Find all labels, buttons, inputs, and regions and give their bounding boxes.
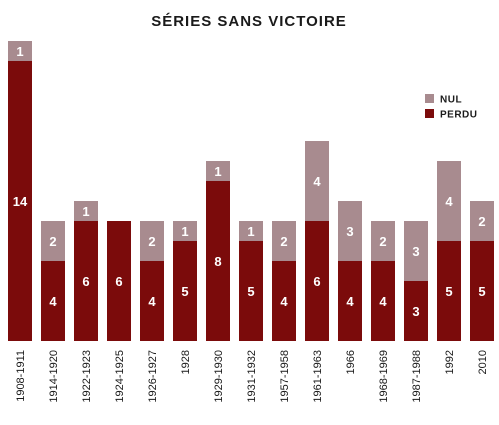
bar-perdu-4 bbox=[140, 261, 164, 341]
tick-label-6: 1929-1930 bbox=[213, 350, 225, 403]
label-nul-12: 3 bbox=[412, 244, 419, 259]
bar-perdu-13 bbox=[437, 241, 461, 341]
label-nul-8: 2 bbox=[280, 234, 287, 249]
label-nul-6: 1 bbox=[214, 164, 221, 179]
legend: NUL PERDU bbox=[425, 94, 478, 121]
bar-nul-7 bbox=[239, 221, 263, 241]
label-perdu-11: 4 bbox=[379, 294, 387, 309]
tick-label-14: 2010 bbox=[477, 350, 489, 374]
bar-perdu-3 bbox=[107, 221, 131, 341]
legend-swatch-perdu bbox=[425, 109, 434, 118]
bar-nul-11 bbox=[371, 221, 395, 261]
bar-perdu-1 bbox=[41, 261, 65, 341]
label-perdu-9: 6 bbox=[313, 274, 320, 289]
label-perdu-10: 4 bbox=[346, 294, 354, 309]
tick-label-9: 1961-1963 bbox=[312, 350, 324, 403]
label-nul-10: 3 bbox=[346, 224, 353, 239]
bar-nul-13 bbox=[437, 161, 461, 241]
tick-label-3: 1924-1925 bbox=[114, 350, 126, 403]
label-nul-5: 1 bbox=[181, 224, 188, 239]
bar-perdu-11 bbox=[371, 261, 395, 341]
tick-label-13: 1992 bbox=[444, 350, 456, 374]
tick-label-12: 1987-1988 bbox=[411, 350, 423, 403]
label-perdu-2: 6 bbox=[82, 274, 89, 289]
tick-label-8: 1957-1958 bbox=[279, 350, 291, 403]
bar-perdu-5 bbox=[173, 241, 197, 341]
bar-nul-2 bbox=[74, 201, 98, 221]
bar-nul-14 bbox=[470, 201, 494, 241]
label-nul-14: 2 bbox=[478, 214, 485, 229]
label-perdu-5: 5 bbox=[181, 284, 188, 299]
label-nul-2: 1 bbox=[82, 204, 89, 219]
bar-nul-8 bbox=[272, 221, 296, 261]
label-perdu-4: 4 bbox=[148, 294, 156, 309]
label-nul-7: 1 bbox=[247, 224, 254, 239]
bar-nul-4 bbox=[140, 221, 164, 261]
x-axis-ticks: 1908-1911 1914-1920 1922-1923 1924-1925 1926… bbox=[15, 350, 489, 403]
label-perdu-1: 4 bbox=[49, 294, 57, 309]
tick-label-4: 1926-1927 bbox=[147, 350, 159, 403]
tick-label-7: 1931-1932 bbox=[246, 350, 258, 403]
bar-nul-1 bbox=[41, 221, 65, 261]
bar-perdu-6 bbox=[206, 181, 230, 341]
label-perdu-14: 5 bbox=[478, 284, 485, 299]
chart-title: SÉRIES SANS VICTOIRE bbox=[151, 13, 347, 30]
label-perdu-13: 5 bbox=[445, 284, 452, 299]
bar-perdu-7 bbox=[239, 241, 263, 341]
bar-nul-9 bbox=[305, 141, 329, 221]
tick-label-2: 1922-1923 bbox=[81, 350, 93, 403]
label-perdu-12: 3 bbox=[412, 304, 419, 319]
label-perdu-6: 8 bbox=[214, 254, 221, 269]
tick-label-10: 1966 bbox=[345, 350, 357, 374]
bar-nul-12 bbox=[404, 221, 428, 281]
bar-perdu-12 bbox=[404, 281, 428, 341]
label-nul-13: 4 bbox=[445, 194, 453, 209]
bar-perdu-2 bbox=[74, 221, 98, 341]
label-perdu-7: 5 bbox=[247, 284, 254, 299]
label-perdu-3: 6 bbox=[115, 274, 122, 289]
tick-label-0: 1908-1911 bbox=[15, 350, 27, 402]
bar-perdu-8 bbox=[272, 261, 296, 341]
label-perdu-0: 14 bbox=[13, 194, 28, 209]
bar-nul-0 bbox=[8, 41, 32, 61]
bar-nul-10 bbox=[338, 201, 362, 261]
label-nul-1: 2 bbox=[49, 234, 56, 249]
legend-label-nul: NUL bbox=[440, 95, 462, 106]
bar-perdu-9 bbox=[305, 221, 329, 341]
label-nul-4: 2 bbox=[148, 234, 155, 249]
bar-perdu-10 bbox=[338, 261, 362, 341]
label-nul-9: 4 bbox=[313, 174, 321, 189]
legend-swatch-nul bbox=[425, 94, 434, 103]
bar-perdu-0 bbox=[8, 61, 32, 341]
bar-perdu-14 bbox=[470, 241, 494, 341]
label-nul-0: 1 bbox=[16, 44, 23, 59]
bar-nul-5 bbox=[173, 221, 197, 241]
tick-label-5: 1928 bbox=[180, 350, 192, 374]
bar-nul-6 bbox=[206, 161, 230, 181]
label-nul-11: 2 bbox=[379, 234, 386, 249]
label-perdu-8: 4 bbox=[280, 294, 288, 309]
legend-label-perdu: PERDU bbox=[440, 110, 478, 121]
tick-label-1: 1914-1920 bbox=[48, 350, 60, 403]
tick-label-11: 1968-1969 bbox=[378, 350, 390, 403]
